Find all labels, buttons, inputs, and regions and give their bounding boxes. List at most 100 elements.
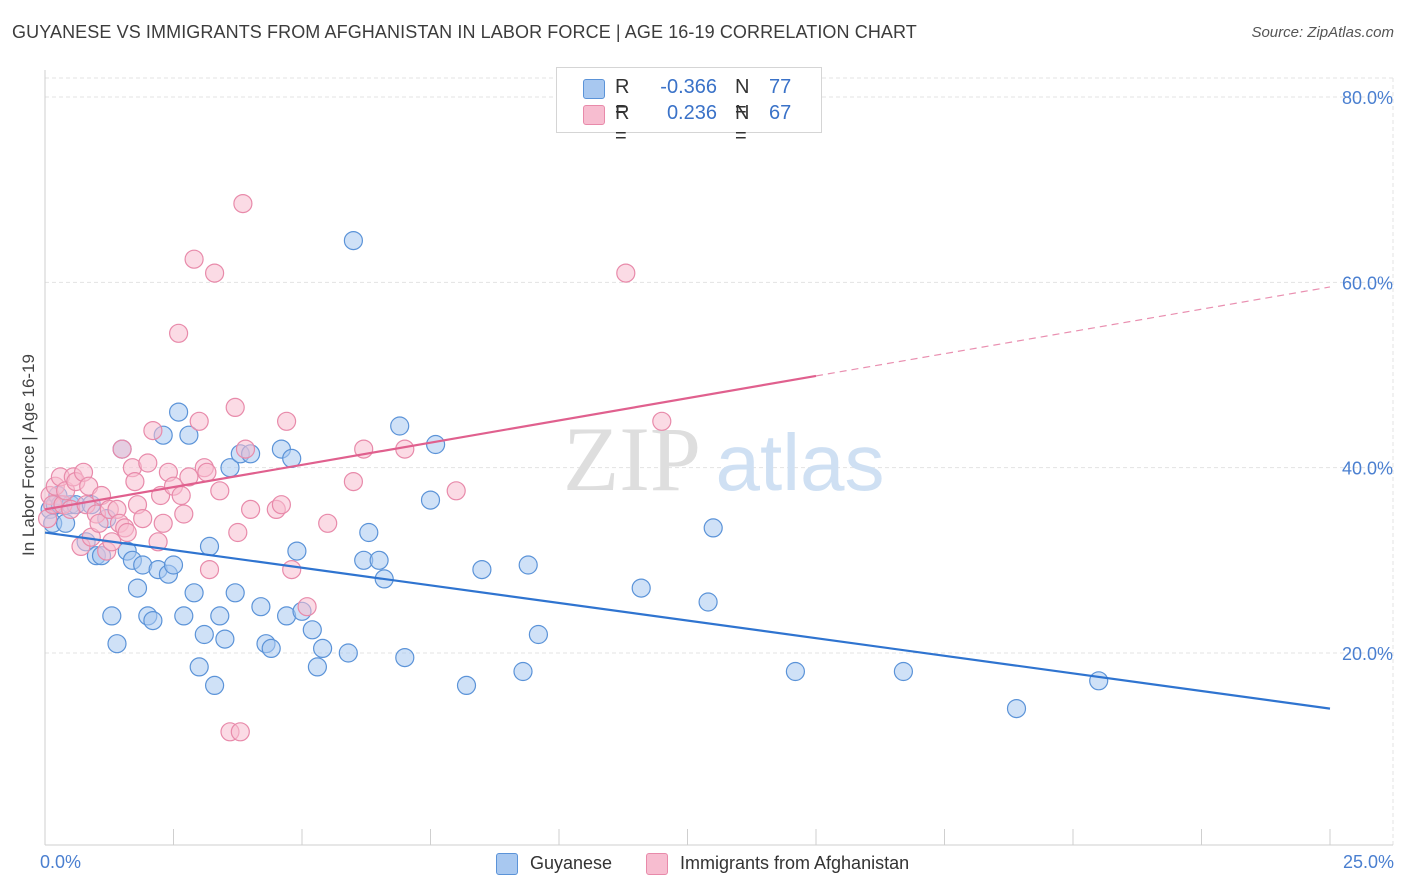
point-afghanistan (171, 485, 191, 506)
point-guyanese (199, 536, 220, 557)
point-guyanese (703, 518, 723, 538)
point-guyanese (359, 522, 379, 543)
legend-r-label: R = (615, 76, 630, 121)
point-guyanese (215, 629, 235, 649)
y-tick-label: 60.0% (1342, 273, 1393, 293)
point-guyanese (698, 592, 718, 612)
point-guyanese (261, 638, 281, 659)
legend-label-guyanese: Guyanese (530, 853, 613, 873)
series-afghanistan-points (37, 194, 672, 742)
point-guyanese (631, 578, 651, 598)
point-afghanistan (241, 499, 261, 519)
legend-r-value: -0.366 (660, 76, 717, 98)
legend-swatch-guyanese (496, 853, 518, 875)
point-afghanistan (133, 508, 153, 529)
point-afghanistan (199, 559, 220, 580)
point-afghanistan (230, 722, 250, 742)
legend-r-label: R = (615, 102, 630, 147)
trend-guyanese-solid (44, 531, 1331, 710)
point-guyanese (287, 541, 307, 561)
point-afghanistan (189, 411, 209, 431)
y-tick-label: 20.0% (1342, 644, 1393, 664)
point-afghanistan (138, 453, 158, 473)
correlation-legend: R = -0.366 N = 77 R = 0.236 N = 67 (556, 67, 822, 147)
point-guyanese (225, 583, 245, 603)
point-guyanese (313, 638, 333, 659)
point-afghanistan (282, 559, 302, 580)
point-afghanistan (112, 439, 132, 459)
point-guyanese (307, 657, 327, 677)
point-afghanistan (179, 467, 199, 487)
x-tick-label-max: 25.0% (1342, 852, 1394, 872)
point-guyanese (174, 606, 194, 626)
point-guyanese (251, 597, 271, 617)
point-guyanese (395, 647, 415, 668)
legend-swatch-afghanistan (646, 853, 668, 875)
point-afghanistan (117, 522, 137, 543)
point-guyanese (107, 634, 127, 654)
legend-label-afghanistan: Immigrants from Afghanistan (680, 853, 910, 873)
trend-lines (44, 286, 1331, 710)
point-guyanese (179, 425, 199, 445)
point-afghanistan (148, 532, 168, 552)
source-credit: Source: ZipAtlas.com (1251, 24, 1394, 41)
point-guyanese (194, 624, 214, 645)
x-tick-label-min: 0.0% (40, 852, 82, 872)
point-guyanese (143, 610, 163, 631)
point-guyanese (102, 606, 122, 626)
point-afghanistan (197, 462, 217, 482)
point-afghanistan (184, 249, 204, 269)
point-guyanese (518, 555, 538, 575)
point-afghanistan (233, 194, 253, 214)
point-afghanistan (235, 439, 256, 459)
point-afghanistan (652, 411, 672, 431)
point-afghanistan (125, 472, 145, 492)
point-afghanistan (318, 513, 338, 533)
point-afghanistan (343, 472, 363, 492)
legend-n-label: N = (735, 76, 750, 121)
point-afghanistan (277, 411, 297, 431)
point-guyanese (210, 606, 230, 626)
trend-afghanistan-solid (44, 374, 817, 511)
point-guyanese (369, 550, 389, 570)
point-afghanistan (271, 495, 291, 515)
point-guyanese (302, 620, 322, 640)
legend-r-value: 0.236 (666, 102, 717, 124)
point-guyanese (205, 675, 225, 696)
legend-n-label: N = (735, 102, 750, 147)
point-guyanese (785, 661, 806, 682)
point-guyanese (456, 675, 477, 696)
point-afghanistan (89, 513, 109, 533)
point-guyanese (169, 402, 189, 422)
legend-n-value: 77 (769, 76, 792, 98)
point-afghanistan (225, 397, 245, 417)
trend-afghanistan-dashed (815, 286, 1331, 377)
watermark-zip: ZIP (563, 408, 701, 510)
point-guyanese (163, 555, 184, 575)
point-guyanese (893, 661, 914, 682)
point-guyanese (338, 643, 358, 663)
point-guyanese (420, 490, 441, 510)
legend-n-value: 67 (769, 102, 792, 124)
point-guyanese (426, 434, 446, 455)
point-guyanese (343, 231, 363, 251)
point-guyanese (1006, 698, 1027, 719)
point-afghanistan (153, 513, 173, 533)
point-afghanistan (169, 323, 189, 343)
y-tick-label: 40.0% (1342, 459, 1393, 479)
grid-lines (45, 77, 1394, 845)
point-guyanese (528, 624, 549, 645)
point-guyanese (513, 661, 533, 682)
point-afghanistan (297, 597, 317, 617)
point-guyanese (189, 657, 209, 677)
point-afghanistan (210, 481, 230, 501)
y-tick-label: 80.0% (1342, 88, 1393, 108)
legend-swatch-blue (583, 79, 605, 99)
point-guyanese (390, 416, 410, 436)
point-afghanistan (446, 481, 466, 501)
point-afghanistan (228, 522, 248, 543)
point-guyanese (127, 578, 148, 598)
point-afghanistan (174, 504, 194, 524)
point-guyanese (1089, 671, 1109, 691)
